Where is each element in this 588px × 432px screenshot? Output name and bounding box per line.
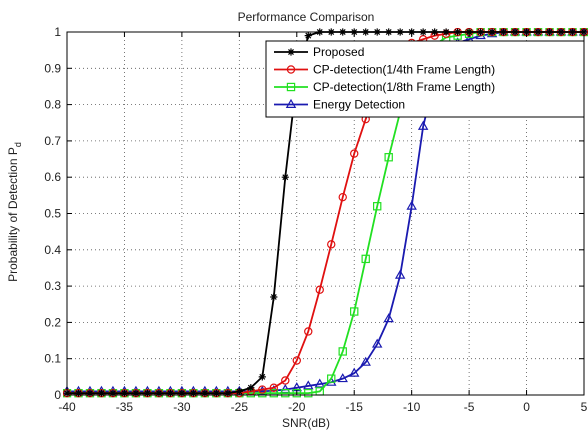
- legend-entry: CP-detection(1/8th Frame Length): [274, 80, 495, 94]
- data-point: [292, 356, 301, 365]
- data-point: [281, 376, 290, 385]
- data-point: [327, 240, 336, 249]
- data-point: [371, 338, 383, 348]
- data-point: [314, 378, 325, 388]
- legend-box: [265, 40, 585, 118]
- data-point: [292, 388, 301, 398]
- y-tick-label: 0.6: [44, 170, 61, 184]
- data-point: [189, 389, 197, 397]
- y-tick-label: 0.5: [44, 207, 61, 221]
- y-tick-label: 0.3: [44, 279, 61, 293]
- legend-marker: [286, 82, 296, 92]
- data-point: [337, 373, 348, 383]
- y-tick-label: 0.8: [44, 98, 61, 112]
- data-point: [348, 367, 360, 377]
- data-point: [258, 373, 266, 381]
- data-point: [109, 389, 117, 397]
- data-point: [350, 149, 359, 158]
- x-tick-label: -20: [288, 400, 306, 414]
- y-tick-label: 0: [54, 388, 61, 402]
- y-tick-label: 0.1: [44, 352, 61, 366]
- x-tick-label: -15: [346, 400, 364, 414]
- x-tick-label: -35: [116, 400, 134, 414]
- data-point: [270, 293, 278, 301]
- data-point: [304, 388, 313, 398]
- data-point: [361, 254, 370, 264]
- data-point: [212, 389, 220, 397]
- legend-label: CP-detection(1/4th Frame Length): [313, 63, 495, 77]
- legend: Proposed CP-detection(1/4th Frame Length)…: [265, 40, 585, 118]
- legend-entry: Proposed: [274, 45, 364, 59]
- data-point: [132, 389, 140, 397]
- series-line: [67, 31, 584, 393]
- data-point: [224, 389, 232, 397]
- data-point: [383, 313, 394, 323]
- data-point: [201, 389, 209, 397]
- data-point: [338, 347, 347, 356]
- data-point: [338, 192, 347, 202]
- y-tick-label: 0.4: [44, 243, 61, 257]
- legend-marker: [286, 65, 296, 74]
- data-point: [269, 388, 279, 398]
- data-point: [350, 307, 359, 316]
- y-axis-label-subscript: d: [13, 142, 23, 147]
- x-tick-label: -30: [173, 400, 191, 414]
- y-axis-label-main: Probability of Detection P: [6, 147, 20, 282]
- y-axis-label: Probability of Detection Pd: [6, 142, 23, 282]
- data-point: [74, 389, 83, 397]
- data-point: [304, 32, 312, 40]
- data-point: [86, 389, 94, 397]
- data-point: [97, 389, 106, 397]
- data-point: [155, 389, 163, 397]
- x-tick-label: -10: [403, 400, 421, 414]
- y-tick-label: 1: [54, 25, 61, 39]
- legend-entry: CP-detection(1/4th Frame Length): [274, 63, 495, 77]
- chart-title: Performance Comparison: [238, 10, 375, 24]
- data-point: [315, 285, 324, 294]
- x-tick-label: -40: [58, 400, 76, 414]
- data-point: [281, 173, 289, 181]
- data-point: [166, 389, 174, 397]
- data-point: [373, 202, 382, 211]
- data-point: [304, 327, 313, 336]
- y-tick-label: 0.9: [44, 61, 61, 75]
- data-point: [360, 356, 371, 366]
- legend-label: Proposed: [313, 45, 364, 59]
- data-point: [281, 388, 290, 398]
- data-point: [327, 374, 336, 383]
- data-point: [247, 384, 255, 392]
- x-tick-label: -5: [464, 400, 475, 414]
- legend-label: Energy Detection: [313, 98, 405, 112]
- x-tick-label: 0: [523, 400, 530, 414]
- data-point: [486, 28, 498, 38]
- data-point: [384, 153, 393, 162]
- x-tick-label: 5: [581, 400, 588, 414]
- y-tick-label: 0.2: [44, 315, 61, 329]
- data-point: [143, 389, 152, 397]
- data-point: [417, 120, 429, 130]
- legend-label: CP-detection(1/8th Frame Length): [313, 80, 495, 94]
- legend-marker: [287, 48, 295, 56]
- data-point: [394, 269, 406, 279]
- x-tick-label: -25: [231, 400, 249, 414]
- x-axis-label: SNR(dB): [282, 416, 330, 430]
- data-point: [258, 385, 267, 394]
- axis-ticks: -40 -35 -30 -25 -20 -15 -10 -5 0 5 0 0.1 0.2 0.3 0.4 0.…: [44, 25, 587, 414]
- data-point: [269, 383, 278, 392]
- data-point: [303, 380, 314, 390]
- legend-marker: [285, 98, 297, 108]
- data-point: [406, 200, 417, 210]
- legend-entry: Energy Detection: [274, 98, 405, 112]
- y-tick-label: 0.7: [44, 134, 61, 148]
